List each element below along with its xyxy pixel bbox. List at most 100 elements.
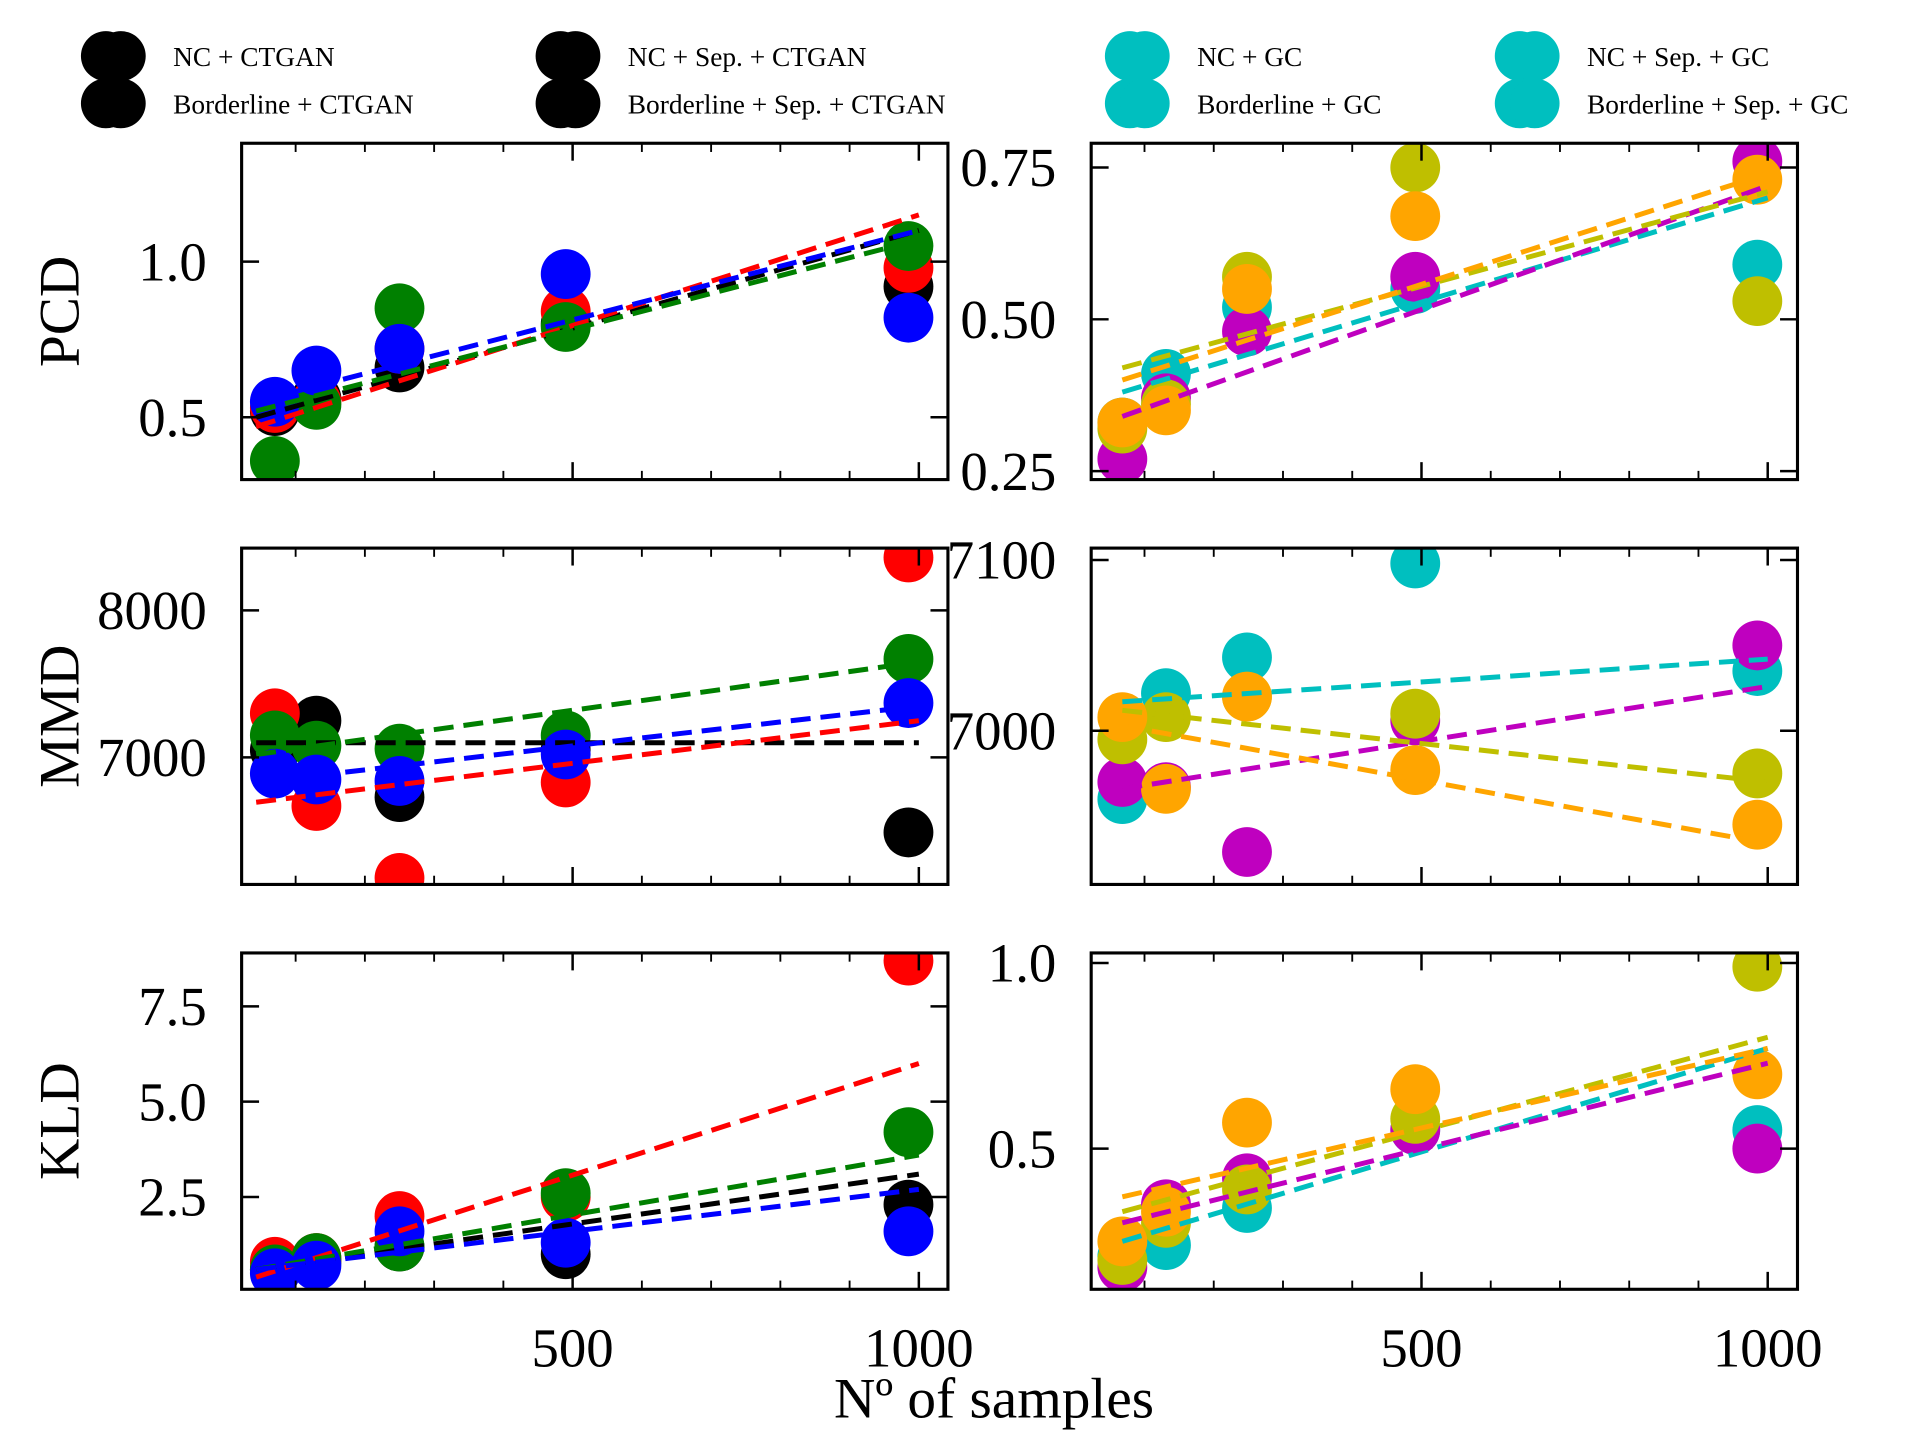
point (1732, 952, 1783, 992)
y-tick-label: 1.0 (988, 933, 1056, 994)
point (1732, 276, 1783, 327)
y-tick-label: 0.50 (960, 289, 1056, 350)
y-tick-label: 0.5 (138, 387, 207, 448)
point (883, 807, 934, 858)
trend-line (1122, 656, 1768, 705)
x-tick-label: 500 (1380, 1318, 1462, 1379)
trend-line (255, 1061, 920, 1280)
point (1222, 632, 1272, 683)
point (883, 678, 934, 728)
y-tick-label: 8000 (97, 580, 207, 641)
legend-marker (1509, 31, 1560, 81)
point (1097, 1216, 1148, 1267)
plot-area (249, 952, 934, 1290)
y-tick-label: 2.5 (138, 1167, 207, 1228)
trend-line (255, 1171, 920, 1272)
point (1390, 191, 1441, 242)
legend-label: NC + GC (1197, 42, 1302, 72)
point (883, 292, 934, 343)
point (1732, 1123, 1783, 1174)
point (1141, 385, 1191, 436)
legend-label: NC + CTGAN (173, 42, 335, 72)
point (1390, 745, 1441, 795)
y-tick-label: 7000 (97, 727, 207, 788)
trend-line (1122, 707, 1768, 785)
point (1390, 548, 1441, 589)
y-tick-label: 5.0 (138, 1071, 207, 1132)
trend-line (1121, 189, 1769, 371)
point (1097, 397, 1148, 448)
axes-frame (1089, 546, 1800, 886)
panel: 0.5 1.0 PCD (28, 141, 950, 482)
plot-area (1097, 548, 1783, 877)
legend-marker (95, 78, 146, 129)
axes-frame (1089, 951, 1800, 1291)
trend-line (255, 228, 920, 405)
axes-frame (240, 951, 950, 1291)
y-tick-label: 7.5 (138, 976, 207, 1037)
trend-line (1121, 1045, 1769, 1200)
axes-frame (1089, 141, 1800, 482)
legend-marker (95, 31, 146, 81)
point (374, 283, 425, 334)
point (249, 435, 300, 480)
point (1732, 1049, 1783, 1100)
x-tick-label: 1000 (1713, 1318, 1823, 1379)
legend-label: Borderline + Sep. + CTGAN (628, 89, 946, 119)
point (1390, 1064, 1441, 1115)
point (540, 302, 591, 352)
panel: 500 1000 0.5 1.0 (988, 933, 1823, 1379)
y-axis-label: MMD (28, 645, 91, 788)
plot-area (249, 212, 934, 480)
point (1222, 1164, 1272, 1215)
point (1222, 1097, 1272, 1148)
point (1222, 671, 1272, 722)
panel: 500 1000 2.5 5.0 7.5 KLD (28, 951, 974, 1379)
point (1732, 239, 1783, 290)
point (1222, 264, 1272, 314)
y-tick-label: 1.0 (138, 231, 207, 292)
y-tick-label: 0.75 (960, 137, 1056, 198)
legend-label: Borderline + Sep. + GC (1587, 89, 1848, 119)
trend-line (1121, 683, 1769, 792)
trend-line (255, 718, 920, 805)
point (540, 729, 591, 780)
plot-area (1097, 952, 1783, 1290)
panel: 7000 7100 (947, 530, 1800, 886)
panel: 0.25 0.50 0.75 (960, 137, 1800, 502)
trend-line (1121, 723, 1769, 846)
y-axis-label: PCD (28, 256, 91, 367)
point (1141, 763, 1191, 814)
point (883, 1206, 934, 1257)
trend-line (255, 1186, 920, 1272)
legend-marker (1509, 78, 1560, 129)
y-tick-label: 0.25 (960, 441, 1056, 502)
point (883, 952, 934, 986)
axes-frame (240, 141, 950, 482)
plot-area (249, 548, 934, 885)
y-tick-label: 7000 (947, 700, 1057, 761)
point (883, 634, 934, 684)
legend-marker (1119, 31, 1170, 81)
point (540, 1217, 591, 1268)
trend-line (255, 659, 920, 757)
trend-line (1121, 183, 1769, 419)
legend-marker (550, 31, 601, 81)
point (1390, 688, 1441, 739)
point (1732, 748, 1783, 799)
x-tick-label: 500 (532, 1318, 614, 1379)
point (1732, 620, 1783, 671)
point (374, 323, 425, 374)
trend-line (255, 703, 920, 785)
axes-frame (240, 546, 950, 886)
point (1222, 827, 1272, 877)
plot-area (1097, 143, 1783, 480)
trend-line (255, 212, 920, 430)
trend-line (1121, 195, 1769, 395)
point (883, 221, 934, 271)
point (540, 249, 591, 299)
y-axis-label: KLD (28, 1062, 91, 1180)
point (1390, 251, 1441, 302)
point (249, 748, 300, 799)
